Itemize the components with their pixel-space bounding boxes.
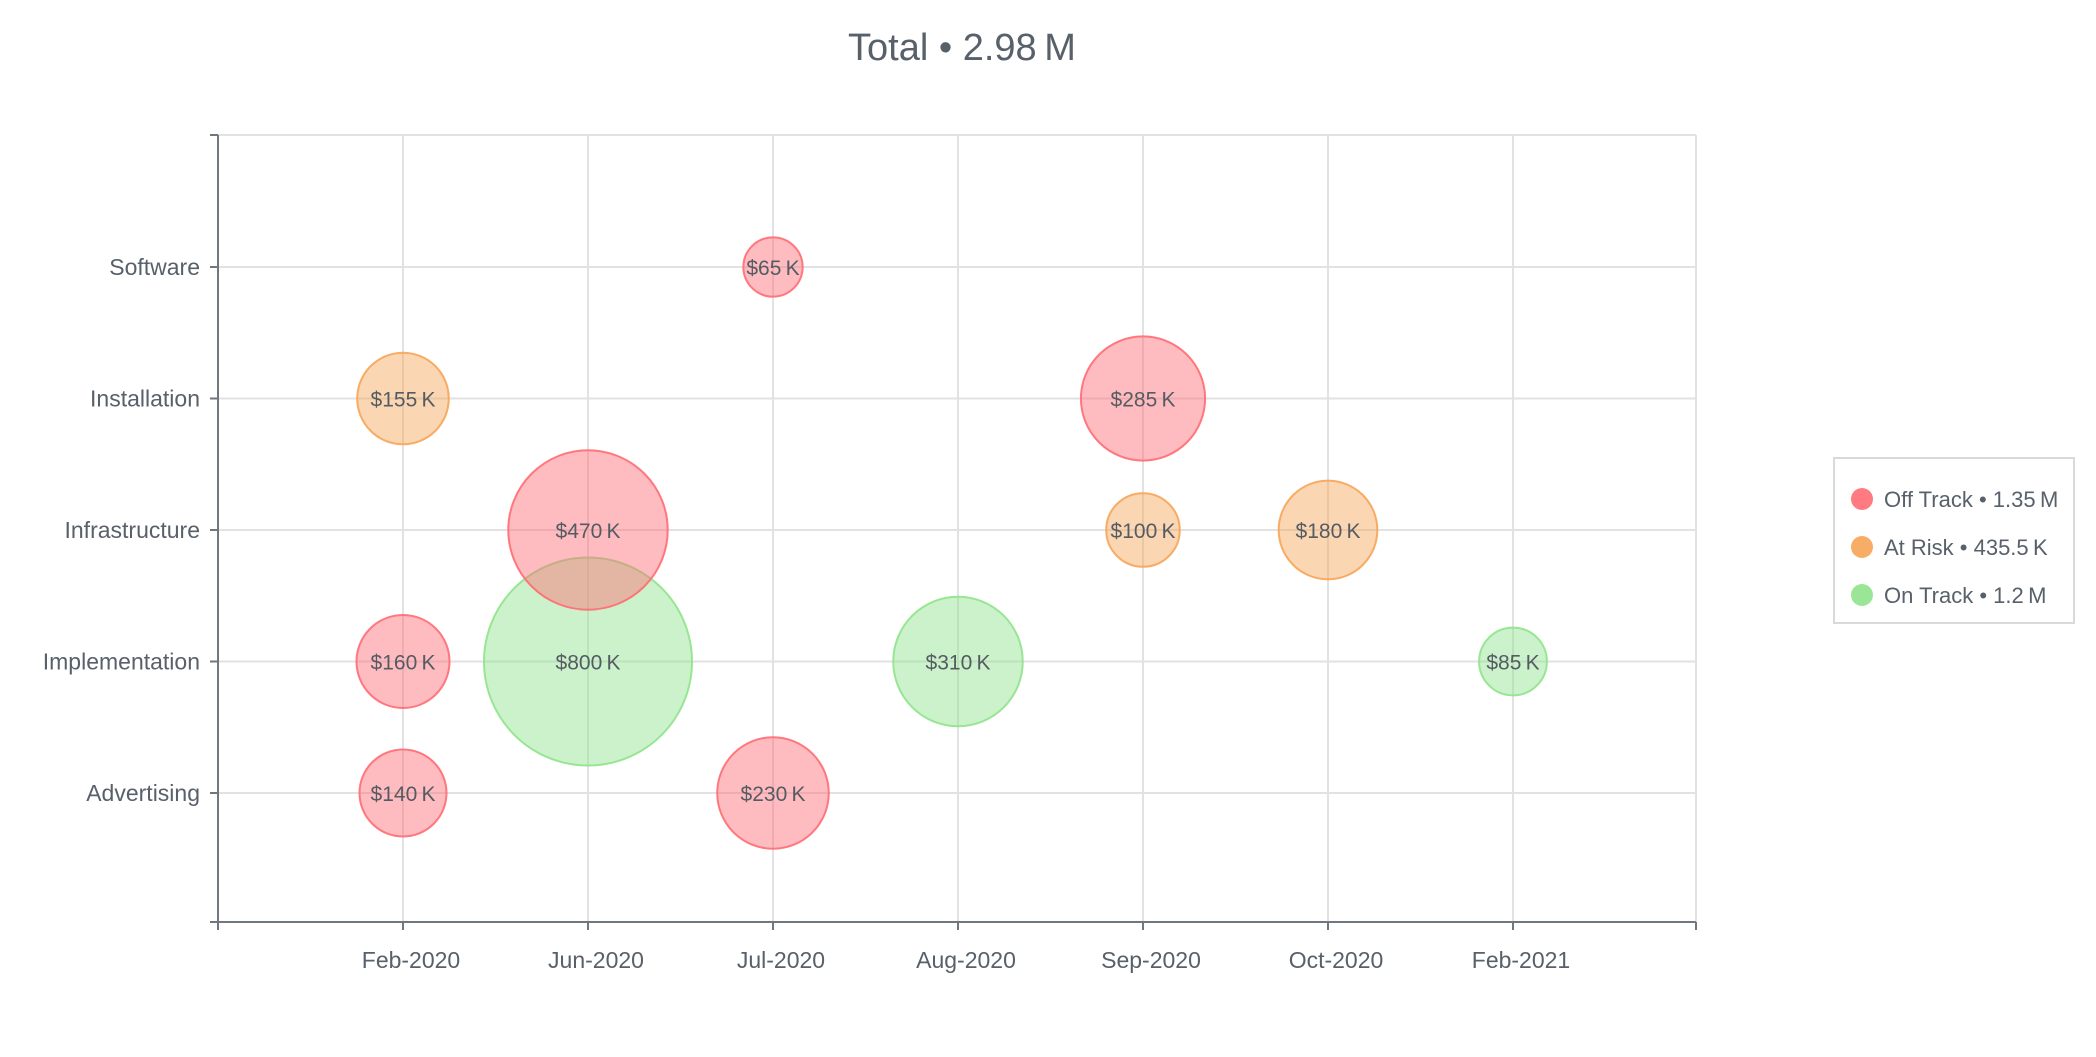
bubble-data-label: $310 K — [926, 652, 991, 675]
bubble-data-label: $65 K — [746, 257, 799, 280]
legend-item[interactable]: At Risk • 435.5 K — [1851, 535, 2048, 560]
bubble-point[interactable] — [1478, 626, 1548, 697]
bubble-point[interactable] — [1105, 492, 1181, 568]
x-tick-label: Oct-2020 — [1289, 947, 1384, 973]
axes: Feb-2020 Jun-2020 Jul-2020 Aug-2020 Sep-2020… — [43, 134, 1697, 973]
y-tick-label: Installation — [90, 386, 200, 412]
legend-box — [1833, 457, 2075, 624]
legend-label: At Risk • 435.5 K — [1884, 535, 2048, 560]
legend-label: Off Track • 1.35 M — [1884, 487, 2058, 512]
bubble-point[interactable] — [1079, 335, 1207, 462]
legend-swatch — [1851, 584, 1873, 606]
bubble-data-label: $160 K — [371, 652, 436, 675]
legend-swatch — [1851, 536, 1873, 558]
legend-label: On Track • 1.2 M — [1884, 583, 2047, 608]
bubbles: $800 K $470 K $310 K $285 K $230 K $180 K $160… — [355, 236, 1548, 850]
y-tick-label: Advertising — [86, 780, 200, 806]
legend-swatch — [1851, 488, 1873, 510]
x-tick-label: Feb-2020 — [362, 947, 460, 973]
bubble-point[interactable] — [716, 736, 830, 850]
bubble-data-label: $230 K — [741, 783, 806, 806]
bubble-data-label: $155 K — [371, 389, 436, 412]
y-tick-label: Infrastructure — [65, 517, 201, 543]
gridlines — [218, 134, 1697, 922]
x-tick-label: Aug-2020 — [916, 947, 1016, 973]
x-tick-label: Jun-2020 — [548, 947, 644, 973]
y-tick-label: Implementation — [43, 649, 200, 675]
bubble-data-label: $470 K — [556, 520, 621, 543]
y-tick-label: Software — [109, 254, 200, 280]
bubble-data-label: $800 K — [556, 652, 621, 675]
x-tick-label: Sep-2020 — [1101, 947, 1201, 973]
bubble-point[interactable] — [507, 449, 669, 611]
bubble-data-label: $285 K — [1111, 389, 1176, 412]
bubble-point[interactable] — [356, 351, 450, 446]
bubble-data-label: $85 K — [1486, 652, 1539, 675]
x-tick-label: Feb-2021 — [1472, 947, 1570, 973]
bubble-data-label: $140 K — [371, 783, 436, 806]
legend-item[interactable]: On Track • 1.2 M — [1851, 583, 2047, 608]
bubble-point[interactable] — [483, 556, 693, 767]
chart-title: Total • 2.98 M — [848, 27, 1076, 69]
bubble-data-label: $180 K — [1296, 520, 1361, 543]
legend-item[interactable]: Off Track • 1.35 M — [1851, 487, 2058, 512]
bubble-point[interactable] — [358, 748, 448, 838]
legend[interactable]: Off Track • 1.35 M At Risk • 435.5 K On Tr… — [1833, 457, 2075, 624]
bubble-point[interactable] — [892, 595, 1024, 728]
bubble-point[interactable] — [742, 236, 804, 298]
bubble-point[interactable] — [355, 613, 451, 710]
bubble-point[interactable] — [1277, 479, 1379, 581]
bubble-data-label: $100 K — [1111, 520, 1176, 543]
x-tick-label: Jul-2020 — [737, 947, 825, 973]
